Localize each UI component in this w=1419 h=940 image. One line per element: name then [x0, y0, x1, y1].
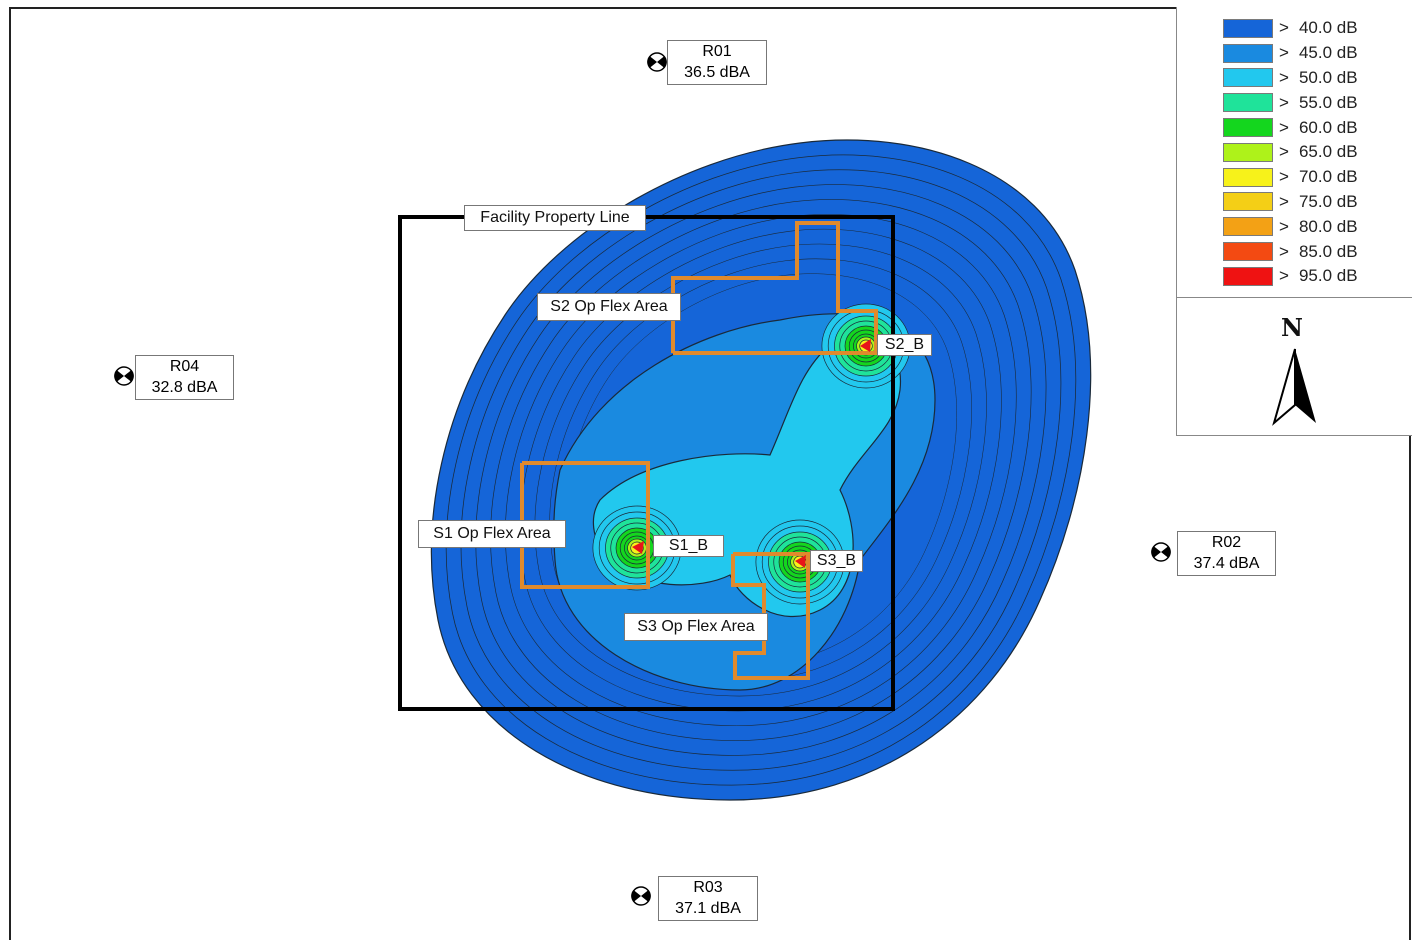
legend-gt-symbol: > [1279, 117, 1289, 137]
legend-entries: >40.0 dB >45.0 dB >50.0 dB >55.0 dB >60.0 dB… [1223, 16, 1358, 289]
legend-value: 40.0 dB [1298, 18, 1358, 38]
legend-value: 95.0 dB [1298, 266, 1358, 286]
contour-line [490, 199, 1032, 741]
legend-value: 60.0 dB [1298, 117, 1358, 137]
r02-receptor-icon [1151, 542, 1171, 562]
legend-row: >40.0 dB [1223, 16, 1358, 41]
legend-swatch [1223, 266, 1273, 286]
r02-name: R02 [1211, 534, 1242, 551]
contour-line [519, 228, 1002, 712]
r03-name: R03 [693, 879, 723, 896]
r03-receptor-icon [631, 886, 651, 906]
facility-property-line [398, 215, 895, 711]
legend-value: 65.0 dB [1298, 142, 1358, 162]
legend-gt-symbol: > [1279, 18, 1289, 38]
legend-gt-symbol: > [1279, 216, 1289, 236]
map-frame [9, 7, 1411, 940]
s2-flex-area-label: S2 Op Flex Area [537, 293, 681, 321]
legend-swatch [1223, 43, 1273, 63]
legend-swatch [1223, 93, 1273, 113]
s3-flex-area-outline [731, 552, 810, 680]
r02-level: 37.4 dBA [1193, 555, 1260, 572]
legend-swatch [1223, 192, 1273, 212]
legend-value: 50.0 dB [1298, 67, 1358, 87]
legend-row: >70.0 dB [1223, 165, 1358, 190]
legend-value: 45.0 dB [1298, 43, 1358, 63]
legend-row: >50.0 dB [1223, 66, 1358, 91]
s2-flex-area-outline [671, 221, 878, 355]
legend-gt-symbol: > [1279, 167, 1289, 187]
r04-name: R04 [169, 358, 200, 375]
legend-gt-symbol: > [1279, 142, 1289, 162]
legend-divider [1177, 297, 1412, 298]
legend-gt-symbol: > [1279, 241, 1289, 261]
legend-value: 75.0 dB [1298, 191, 1358, 211]
s3-flex-area-label: S3 Op Flex Area [624, 613, 768, 641]
s3-source-marker [795, 555, 806, 568]
s1-source-label: S1_B [653, 535, 724, 557]
s1-source-marker [632, 541, 644, 554]
r04-level: 32.8 dBA [151, 379, 218, 396]
contour-line [549, 258, 972, 682]
legend-value: 70.0 dB [1298, 167, 1358, 187]
contour-line [460, 169, 1062, 771]
contour-line [534, 243, 987, 697]
r01-name: R01 [702, 43, 732, 60]
legend-row: >95.0 dB [1223, 264, 1358, 289]
legend-swatch [1223, 18, 1273, 38]
legend-swatch [1223, 217, 1273, 237]
r02-label-box: R02 37.4 dBA [1177, 531, 1276, 576]
legend-value: 55.0 dB [1298, 92, 1358, 112]
r03-label-box: R03 37.1 dBA [658, 876, 758, 921]
legend-gt-symbol: > [1279, 191, 1289, 211]
north-arrow-icon [1272, 348, 1316, 426]
legend-row: >55.0 dB [1223, 90, 1358, 115]
legend-gt-symbol: > [1279, 92, 1289, 112]
r04-receptor-icon [114, 366, 134, 386]
legend-gt-symbol: > [1279, 43, 1289, 63]
legend-swatch [1223, 68, 1273, 88]
legend-panel: >40.0 dB >45.0 dB >50.0 dB >55.0 dB >60.0 dB… [1176, 7, 1412, 436]
r03-level: 37.1 dBA [675, 900, 741, 917]
noise-contours [430, 139, 1092, 801]
legend-value: 85.0 dB [1298, 241, 1358, 261]
legend-row: >85.0 dB [1223, 239, 1358, 264]
contour-line [475, 184, 1047, 756]
legend-row: >80.0 dB [1223, 214, 1358, 239]
legend-gt-symbol: > [1279, 67, 1289, 87]
r01-label-box: R01 36.5 dBA [667, 40, 767, 85]
s1-flex-area-label: S1 Op Flex Area [418, 520, 566, 548]
legend-swatch [1223, 167, 1273, 187]
r01-receptor-icon [647, 52, 667, 72]
north-letter: N [1281, 313, 1303, 342]
legend-value: 80.0 dB [1298, 216, 1358, 236]
legend-swatch [1223, 242, 1273, 262]
s2-source-marker [860, 339, 871, 352]
legend-row: >60.0 dB [1223, 115, 1358, 140]
contour-line [445, 154, 1077, 786]
r04-label-box: R04 32.8 dBA [135, 355, 234, 400]
legend-swatch [1223, 118, 1273, 138]
legend-row: >65.0 dB [1223, 140, 1358, 165]
legend-row: >75.0 dB [1223, 190, 1358, 215]
legend-swatch [1223, 142, 1273, 162]
s2-source-label: S2_B [877, 334, 932, 356]
legend-gt-symbol: > [1279, 266, 1289, 286]
r01-level: 36.5 dBA [684, 64, 750, 81]
legend-row: >45.0 dB [1223, 41, 1358, 66]
s3-source-label: S3_B [810, 550, 863, 572]
property-line-label: Facility Property Line [464, 205, 646, 231]
